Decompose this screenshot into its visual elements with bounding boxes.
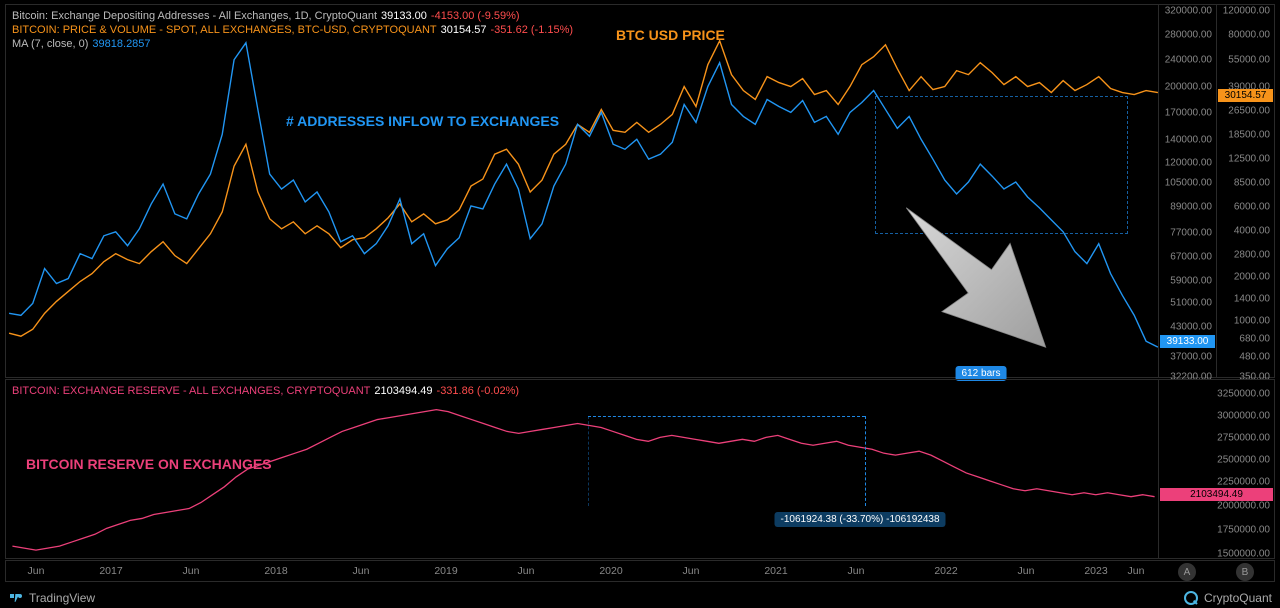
reserve-chart-pane[interactable]: BITCOIN: EXCHANGE RESERVE - ALL EXCHANGE… <box>5 379 1275 559</box>
tradingview-logo[interactable]: TradingView <box>8 590 95 606</box>
main-chart-plot <box>6 5 1161 377</box>
main-chart-pane[interactable]: Bitcoin: Exchange Depositing Addresses -… <box>5 4 1275 378</box>
annotation-addresses-inflow: # ADDRESSES INFLOW TO EXCHANGES <box>286 113 559 129</box>
measure-pill: -1061924.38 (-33.70%) -106192438 <box>774 512 945 527</box>
annotation-reserve: BITCOIN RESERVE ON EXCHANGES <box>26 456 272 472</box>
left-price-axis[interactable]: 320000.00280000.00240000.00200000.001700… <box>1158 5 1216 377</box>
cryptoquant-label: CryptoQuant <box>1204 591 1272 605</box>
cryptoquant-logo[interactable]: CryptoQuant <box>1183 590 1272 606</box>
right-price-axis[interactable]: 120000.0080000.0055000.0039000.0026500.0… <box>1216 5 1274 377</box>
footer: TradingView CryptoQuant <box>8 590 1272 606</box>
pane2-legend: BITCOIN: EXCHANGE RESERVE - ALL EXCHANGE… <box>12 384 523 398</box>
annotation-btc-price: BTC USD PRICE <box>616 27 725 43</box>
tradingview-label: TradingView <box>29 591 95 605</box>
pane1-legend: Bitcoin: Exchange Depositing Addresses -… <box>12 9 577 51</box>
axis-toggle-a[interactable]: A <box>1178 563 1196 581</box>
axis-toggle-b[interactable]: B <box>1236 563 1254 581</box>
reserve-axis[interactable]: 3250000.003000000.002750000.002500000.00… <box>1158 380 1274 558</box>
time-axis[interactable]: A B Jun2017Jun2018Jun2019Jun2020Jun2021J… <box>5 560 1275 582</box>
